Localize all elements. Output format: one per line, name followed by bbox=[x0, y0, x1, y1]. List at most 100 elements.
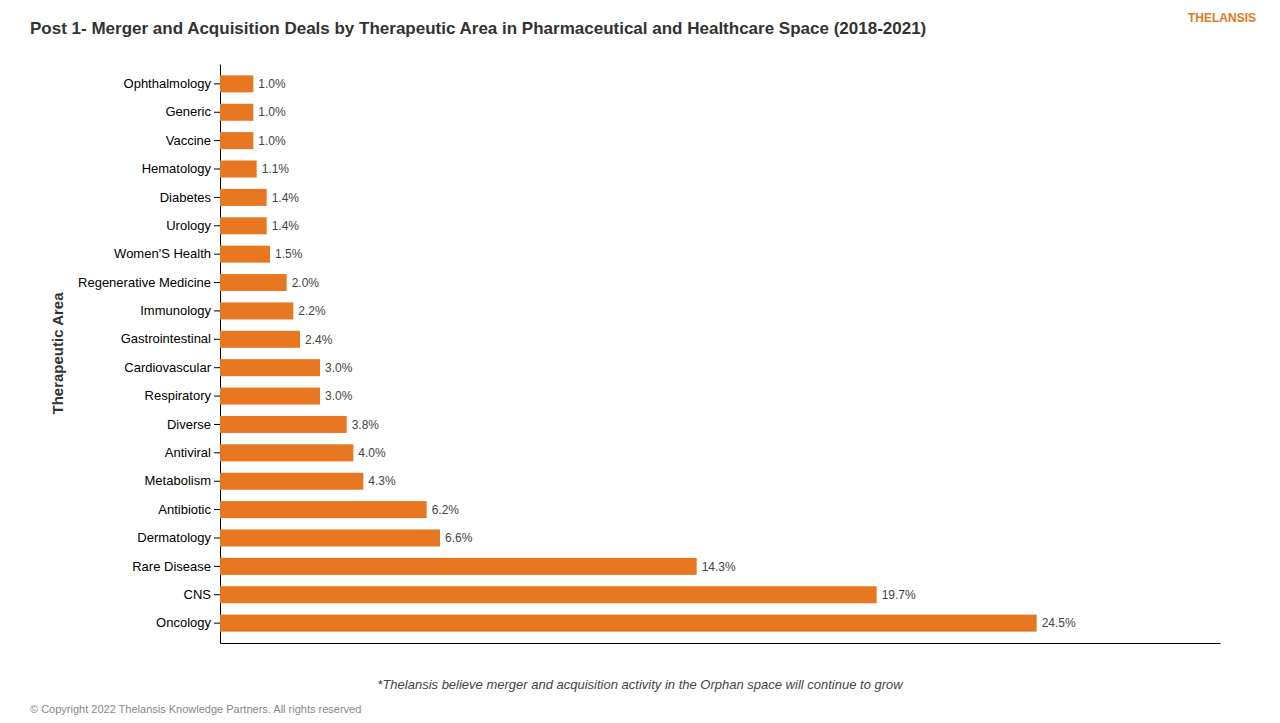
y-tick-mark bbox=[214, 396, 220, 397]
y-tick: Women'S Health bbox=[114, 246, 220, 261]
y-tick-mark bbox=[214, 225, 220, 226]
data-label: 19.7% bbox=[882, 588, 916, 602]
y-tick: Ophthalmology bbox=[124, 76, 220, 91]
bar bbox=[220, 189, 267, 206]
y-tick-label: Cardiovascular bbox=[124, 360, 211, 375]
x-axis-line bbox=[221, 643, 1221, 644]
data-label: 3.8% bbox=[352, 418, 380, 432]
bar bbox=[220, 615, 1037, 632]
y-tick-mark bbox=[214, 112, 220, 113]
y-tick-label: Rare Disease bbox=[132, 559, 211, 574]
y-tick-mark bbox=[214, 537, 220, 538]
y-tick: Hematology bbox=[142, 161, 220, 176]
bar bbox=[220, 274, 287, 291]
y-tick-label: Antibiotic bbox=[158, 502, 211, 517]
bar bbox=[220, 416, 347, 433]
footer-note: *Thelansis believe merger and acquisitio… bbox=[377, 677, 904, 692]
data-label: 3.0% bbox=[325, 361, 353, 375]
y-tick: Respiratory bbox=[145, 388, 220, 403]
y-tick: Regenerative Medicine bbox=[78, 275, 220, 290]
y-tick-label: Women'S Health bbox=[114, 246, 211, 261]
y-tick-mark bbox=[214, 83, 220, 84]
copyright: © Copyright 2022 Thelansis Knowledge Par… bbox=[30, 703, 361, 715]
bar bbox=[220, 529, 440, 546]
y-tick-mark bbox=[214, 254, 220, 255]
data-label: 6.2% bbox=[432, 503, 460, 517]
data-label: 1.4% bbox=[272, 191, 300, 205]
x-axis bbox=[221, 643, 1221, 644]
data-label: 4.0% bbox=[358, 446, 386, 460]
y-tick: Rare Disease bbox=[132, 559, 220, 574]
y-tick-label: Metabolism bbox=[145, 473, 211, 488]
bar bbox=[220, 132, 253, 149]
y-tick: Gastrointestinal bbox=[121, 331, 220, 346]
y-tick-label: Regenerative Medicine bbox=[78, 275, 211, 290]
y-tick-label: Diverse bbox=[167, 417, 211, 432]
y-tick-mark bbox=[214, 169, 220, 170]
bar bbox=[220, 473, 363, 490]
y-tick-mark bbox=[214, 339, 220, 340]
bar bbox=[220, 388, 320, 405]
bar bbox=[220, 359, 320, 376]
bar bbox=[220, 558, 697, 575]
y-tick-mark bbox=[214, 424, 220, 425]
y-tick-mark bbox=[214, 140, 220, 141]
y-tick-label: Immunology bbox=[140, 303, 211, 318]
data-label: 1.0% bbox=[258, 105, 286, 119]
y-tick-mark bbox=[214, 452, 220, 453]
logo-text: THELANSIS bbox=[1188, 11, 1256, 25]
chart: Post 1- Merger and Acquisition Deals by … bbox=[0, 0, 1280, 723]
y-tick: Immunology bbox=[140, 303, 220, 318]
bar bbox=[220, 302, 293, 319]
y-tick-label: Generic bbox=[165, 104, 211, 119]
data-label: 4.3% bbox=[368, 474, 396, 488]
y-tick-label: CNS bbox=[184, 587, 212, 602]
y-tick: Metabolism bbox=[145, 473, 220, 488]
data-label: 1.0% bbox=[258, 77, 286, 91]
plot: Oncology CNS Rare Disease Dermatology Antibi… bbox=[49, 65, 1220, 644]
y-tick-label: Diabetes bbox=[160, 190, 212, 205]
y-axis: Oncology CNS Rare Disease Dermatology Antibi… bbox=[78, 65, 220, 644]
y-tick-label: Antiviral bbox=[165, 445, 211, 460]
y-tick-label: Urology bbox=[166, 218, 211, 233]
y-tick-mark bbox=[214, 310, 220, 311]
y-tick: Dermatology bbox=[137, 530, 220, 545]
y-tick-mark bbox=[214, 367, 220, 368]
bar bbox=[220, 246, 270, 263]
y-tick-label: Ophthalmology bbox=[124, 76, 212, 91]
bar bbox=[220, 161, 257, 178]
data-label: 1.5% bbox=[275, 247, 303, 261]
y-tick: CNS bbox=[184, 587, 220, 602]
y-tick-mark bbox=[214, 509, 220, 510]
y-tick: Generic bbox=[165, 104, 220, 119]
data-label: 6.6% bbox=[445, 531, 473, 545]
bar bbox=[220, 501, 427, 518]
y-tick-mark bbox=[214, 623, 220, 624]
y-tick-mark bbox=[214, 282, 220, 283]
data-label: 1.0% bbox=[258, 134, 286, 148]
bar bbox=[220, 444, 353, 461]
y-tick: Oncology bbox=[156, 615, 220, 630]
y-tick-label: Vaccine bbox=[166, 133, 211, 148]
data-label: 2.4% bbox=[305, 333, 333, 347]
y-tick-mark bbox=[214, 197, 220, 198]
y-tick: Urology bbox=[166, 218, 220, 233]
data-label: 1.4% bbox=[272, 219, 300, 233]
y-tick-mark bbox=[214, 566, 220, 567]
y-tick: Diverse bbox=[167, 417, 220, 432]
y-tick-label: Gastrointestinal bbox=[121, 331, 211, 346]
bar bbox=[220, 217, 267, 234]
bar bbox=[220, 75, 253, 92]
y-tick-mark bbox=[214, 481, 220, 482]
bar bbox=[220, 586, 877, 603]
y-tick: Diabetes bbox=[160, 190, 220, 205]
data-labels: 24.5%19.7%14.3%6.6%6.2%4.3%4.0%3.8%3.0%3… bbox=[258, 77, 1076, 630]
y-axis-title: Therapeutic Area bbox=[49, 292, 66, 415]
y-tick-label: Dermatology bbox=[137, 530, 211, 545]
y-tick-mark bbox=[214, 594, 220, 595]
bar bbox=[220, 104, 253, 121]
y-tick-label: Hematology bbox=[142, 161, 212, 176]
data-label: 3.0% bbox=[325, 389, 353, 403]
y-axis-line bbox=[220, 65, 221, 644]
data-label: 14.3% bbox=[702, 560, 736, 574]
